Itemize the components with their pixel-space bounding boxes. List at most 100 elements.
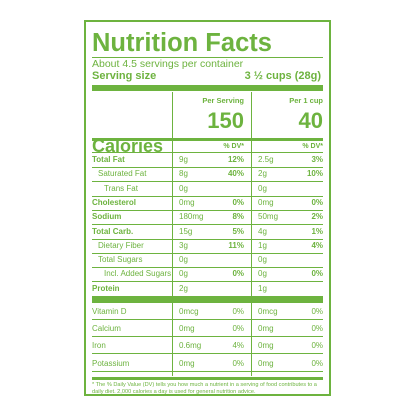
calories-label: Calories (92, 136, 164, 156)
dv-per-serving: 12% (227, 155, 244, 164)
dv-per-serving: 4% (232, 341, 244, 351)
row-divider (92, 370, 323, 372)
nutrient-label: Incl. Added Sugars (104, 269, 172, 279)
footnote: * The % Daily Value (DV) tells you how m… (92, 382, 317, 395)
label-title: Nutrition Facts (92, 29, 272, 57)
amount-per-serving: 0mg (179, 197, 195, 207)
row-divider (92, 295, 323, 297)
servings-per-container: About 4.5 servings per container (92, 58, 244, 70)
dv-per-cup: 0% (311, 307, 323, 316)
amount-per-cup: 0g (258, 183, 267, 193)
dv-per-cup: 0% (311, 269, 323, 279)
dv-per-cup: 0% (311, 358, 323, 368)
nutrient-row: Cholesterol 0mg 0% 0mg 0% (92, 197, 323, 211)
nutrient-label: Vitamin D (92, 307, 127, 316)
amount-per-cup: 0mg (258, 324, 274, 334)
nutrient-row: Total Sugars 0g 0g (92, 254, 323, 269)
vitamin-row: Vitamin D 0mcg 0% 0mcg 0% (92, 306, 323, 320)
thick-rule-bottom (92, 377, 323, 380)
dv-header-rule (92, 152, 323, 153)
amount-per-serving: 0mg (179, 358, 195, 368)
row-divider (92, 209, 323, 211)
nutrient-label: Protein (92, 283, 120, 293)
amount-per-cup: 1g (258, 283, 267, 293)
nutrient-row: Incl. Added Sugars 0g 0% 0g 0% (92, 268, 323, 283)
row-divider (92, 167, 323, 168)
nutrient-label: Total Fat (92, 155, 125, 164)
amount-per-cup: 0mg (258, 341, 274, 351)
nutrient-row: Total Fat 9g 12% 2.5g 3% (92, 154, 323, 168)
amount-per-cup: 0mg (258, 197, 274, 207)
amount-per-serving: 0mg (179, 324, 195, 334)
row-divider (92, 319, 323, 320)
serving-size-value: 3 ½ cups (28g) (244, 70, 321, 82)
amount-per-serving: 0mcg (179, 307, 199, 316)
amount-per-serving: 0.6mg (179, 341, 202, 351)
vitamin-row: Potassium 0mg 0% 0mg 0% (92, 358, 323, 372)
dv-per-serving: 0% (232, 324, 244, 334)
amount-per-cup: 50mg (258, 212, 279, 222)
nutrient-row: Protein 2g 1g (92, 283, 323, 297)
dv-per-cup: 2% (311, 212, 323, 222)
col1-header: Per Serving (202, 96, 244, 105)
amount-per-cup: 1g (258, 240, 267, 250)
amount-per-serving: 0g (179, 269, 188, 279)
amount-per-serving: 180mg (179, 212, 204, 222)
dv-per-serving: 0% (232, 269, 244, 279)
col2-header: Per 1 cup (289, 96, 323, 105)
nutrient-label: Sodium (92, 212, 122, 222)
dv-per-cup: 0% (311, 197, 323, 207)
nutrient-label: Total Sugars (98, 255, 143, 265)
amount-per-cup: 2g (258, 169, 267, 179)
amount-per-serving: 0g (179, 183, 188, 193)
dv-header-col2: % DV* (302, 143, 323, 150)
nutrient-label: Potassium (92, 358, 130, 368)
dv-per-cup: 1% (311, 226, 323, 236)
thick-rule-vitamins (92, 297, 323, 303)
dv-per-serving: 0% (232, 197, 244, 207)
row-divider (92, 281, 323, 283)
column-divider-left (172, 92, 173, 376)
nutrient-row: Trans Fat 0g 0g (92, 183, 323, 197)
nutrient-label: Iron (92, 341, 106, 351)
column-divider-right (251, 92, 252, 376)
dv-per-serving: 11% (228, 240, 244, 250)
amount-per-serving: 9g (179, 155, 188, 164)
amount-per-serving: 3g (179, 240, 188, 250)
thick-rule-top (92, 85, 323, 91)
dv-per-cup: 4% (311, 240, 323, 250)
nutrient-label: Trans Fat (104, 183, 138, 193)
nutrient-label: Calcium (92, 324, 121, 334)
amount-per-cup: 0mg (258, 358, 274, 368)
thick-rule-calories (92, 138, 323, 141)
row-divider (92, 267, 323, 269)
row-divider (92, 181, 323, 183)
dv-per-serving: 0% (232, 358, 244, 368)
row-divider (92, 195, 323, 197)
dv-per-cup: 0% (311, 324, 323, 334)
amount-per-cup: 0g (258, 269, 267, 279)
nutrition-facts-panel: Nutrition Facts About 4.5 servings per c… (84, 20, 331, 396)
title-rule (92, 57, 323, 58)
amount-per-cup: 0mcg (258, 307, 278, 316)
vitamin-row: Calcium 0mg 0% 0mg 0% (92, 323, 323, 338)
amount-per-cup: 2.5g (258, 155, 274, 164)
serving-size-label: Serving size (92, 70, 157, 82)
nutrient-row: Dietary Fiber 3g 11% 1g 4% (92, 240, 323, 254)
nutrient-row: Sodium 180mg 8% 50mg 2% (92, 211, 323, 226)
row-divider (92, 353, 323, 355)
dv-per-serving: 40% (227, 169, 244, 179)
nutrient-label: Saturated Fat (98, 169, 147, 179)
dv-header-col1: % DV* (223, 143, 244, 150)
nutrient-row: Saturated Fat 8g 40% 2g 10% (92, 168, 323, 183)
row-divider (92, 252, 323, 254)
row-divider (92, 224, 323, 226)
amount-per-cup: 0g (258, 255, 267, 265)
row-divider (92, 238, 323, 240)
amount-per-cup: 4g (258, 226, 267, 236)
nutrient-label: Cholesterol (92, 197, 137, 207)
dv-per-cup: 0% (311, 341, 323, 351)
row-divider (92, 336, 323, 338)
dv-per-cup: 3% (311, 155, 323, 164)
calories-col1: 150 (207, 108, 244, 133)
